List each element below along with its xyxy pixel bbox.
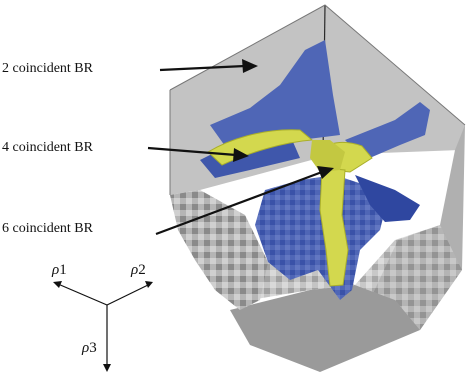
arrow-4-br-line: [147, 146, 237, 157]
axis-label-rho2: ρ2: [131, 262, 146, 278]
yellow-junction: [310, 140, 345, 172]
blue-sheets: [200, 40, 430, 300]
axis-label-rho3: ρ3: [82, 340, 97, 356]
arrow-6-br-line: [155, 170, 323, 236]
label-2-coincident-br: 2 coincident BR: [2, 61, 93, 76]
blue-sheet-lower-right: [355, 175, 420, 222]
yellow-branch-down: [319, 167, 349, 287]
arrow-4-br-head: [233, 148, 249, 162]
arrow-2-br-head: [242, 59, 258, 73]
axis-rho1-line: [57, 283, 108, 306]
label-4-coincident-br: 4 coincident BR: [2, 140, 93, 155]
axis-rho2-line: [106, 284, 149, 306]
axis-rho2-head: [145, 281, 153, 288]
arrow-2-br-line: [159, 64, 246, 72]
blue-sheet-upper: [210, 40, 340, 160]
axis-rho1-head: [53, 281, 62, 288]
cube-stair-cut-right: [355, 225, 462, 330]
blue-sheet-lower: [255, 175, 385, 300]
cube-bottom-face: [230, 285, 420, 372]
cube-edge-outline: [169, 4, 466, 126]
label-6-coincident-br: 6 coincident BR: [2, 221, 93, 236]
axis-rho3-head: [103, 364, 111, 372]
blue-sheet-right-arm: [345, 102, 430, 160]
yellow-spine: [207, 129, 373, 287]
axis-triad: [53, 281, 153, 372]
axis-label-rho1: ρ1: [52, 262, 67, 278]
annotation-arrows: [147, 59, 334, 236]
arrow-6-br-head: [317, 166, 334, 179]
